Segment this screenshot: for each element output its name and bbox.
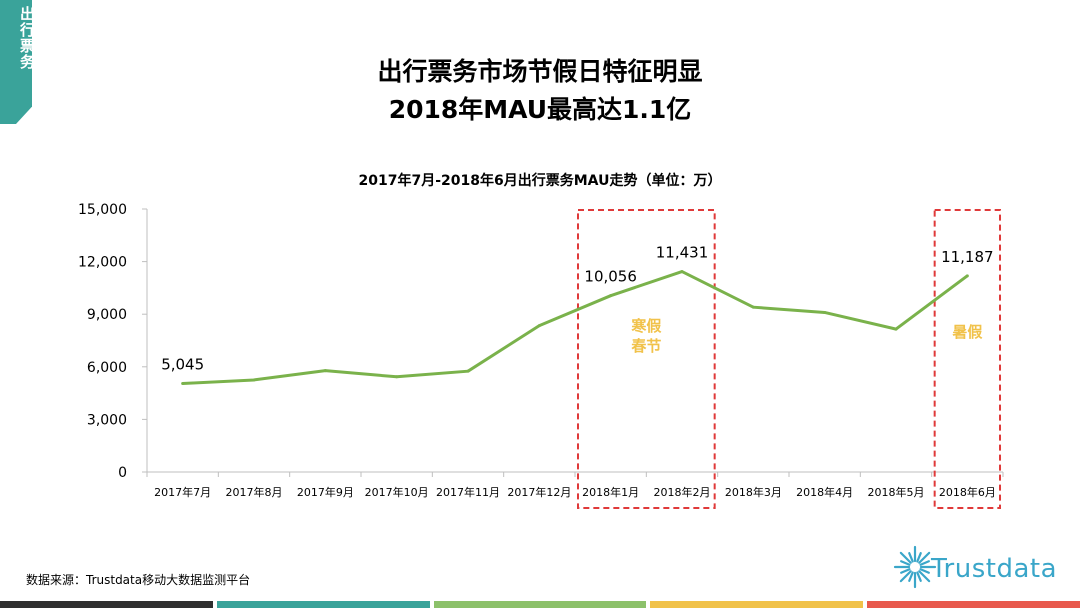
bottom-bar-segment xyxy=(216,601,430,608)
x-tick-label: 2017年11月 xyxy=(436,485,500,499)
data-label: 10,056 xyxy=(584,268,637,286)
bottom-bar-segment xyxy=(650,601,864,608)
highlight-label: 寒假 xyxy=(631,317,662,335)
data-point xyxy=(181,382,185,386)
x-tick-label: 2018年6月 xyxy=(939,485,996,499)
x-tick-label: 2017年8月 xyxy=(226,485,283,499)
highlight-label: 暑假 xyxy=(952,323,983,341)
sunburst-ray xyxy=(918,551,931,564)
side-tab-label: 出行票务 xyxy=(18,6,36,70)
x-tick-label: 2017年10月 xyxy=(365,485,429,499)
side-tab xyxy=(0,0,32,124)
x-tick-label: 2018年4月 xyxy=(796,485,853,499)
sunburst-ray xyxy=(900,560,911,566)
data-source: 数据来源：Trustdata移动大数据监测平台 xyxy=(26,573,251,587)
highlight-label: 春节 xyxy=(631,337,661,355)
data-point xyxy=(466,369,470,373)
sunburst-ray xyxy=(900,568,911,574)
sunburst-icon xyxy=(893,545,937,589)
data-point xyxy=(252,378,256,382)
sunburst-ray xyxy=(899,551,912,564)
bottom-bar-segment xyxy=(433,601,647,608)
sunburst-ray xyxy=(908,571,914,582)
y-tick-label: 3,000 xyxy=(87,412,127,428)
x-tick-label: 2017年7月 xyxy=(154,485,211,499)
data-point xyxy=(323,369,327,373)
data-point xyxy=(751,305,755,309)
x-tick-label: 2018年1月 xyxy=(582,485,639,499)
y-tick-label: 0 xyxy=(118,465,127,481)
data-point xyxy=(680,270,684,274)
bottom-color-bar xyxy=(0,601,1080,608)
sunburst-ray xyxy=(916,552,922,563)
sunburst-ray xyxy=(916,571,922,582)
sunburst-ray xyxy=(908,552,914,563)
x-tick-label: 2017年9月 xyxy=(297,485,354,499)
chart-title: 2017年7月-2018年6月出行票务MAU走势（单位：万） xyxy=(358,173,722,189)
bottom-bar-segment xyxy=(0,601,213,608)
y-tick-label: 6,000 xyxy=(87,360,127,376)
data-point xyxy=(609,294,613,298)
data-point xyxy=(823,310,827,314)
page-title-line1: 出行票务市场节假日特征明显 xyxy=(377,57,703,86)
x-tick-label: 2018年3月 xyxy=(725,485,782,499)
data-point xyxy=(965,274,969,278)
data-point xyxy=(894,327,898,331)
y-tick-label: 15,000 xyxy=(78,202,127,218)
data-point xyxy=(395,375,399,379)
series-line xyxy=(182,270,969,386)
page-title-line2: 2018年MAU最高达1.1亿 xyxy=(388,95,692,124)
trustdata-logo: Trustdata xyxy=(893,537,1073,595)
x-tick-label: 2018年5月 xyxy=(868,485,925,499)
sunburst-ray xyxy=(899,570,912,583)
sunburst-ray xyxy=(919,568,930,574)
x-tick-label: 2018年2月 xyxy=(654,485,711,499)
data-point xyxy=(537,324,541,328)
bottom-bar-segment xyxy=(867,601,1080,608)
highlight-box xyxy=(933,209,1002,509)
highlight-box xyxy=(577,209,716,509)
data-label: 11,431 xyxy=(656,244,709,262)
sunburst-ray xyxy=(919,560,930,566)
data-label: 5,045 xyxy=(161,356,204,374)
y-tick-label: 9,000 xyxy=(87,307,127,323)
x-tick-label: 2017年12月 xyxy=(507,485,571,499)
logo-text: Trustdata xyxy=(931,554,1058,584)
sunburst-ray xyxy=(918,570,931,583)
data-label: 11,187 xyxy=(941,248,994,266)
y-tick-label: 12,000 xyxy=(78,255,127,271)
